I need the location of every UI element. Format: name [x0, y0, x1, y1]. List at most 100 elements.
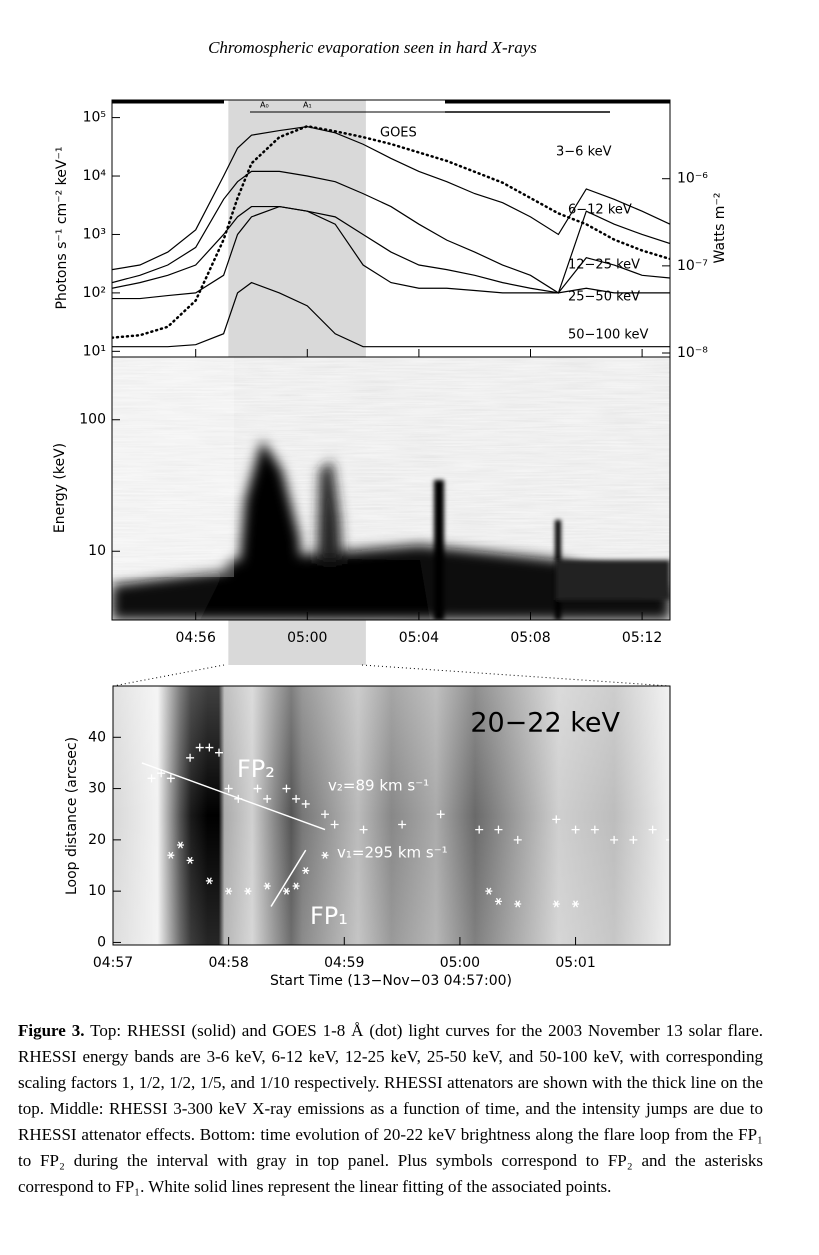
asterisk-marker	[282, 887, 290, 895]
series-label: 25−50 keV	[568, 290, 640, 305]
series-label: GOES	[380, 126, 417, 141]
y-tick-label: 10⁵	[83, 110, 106, 126]
plus-marker	[648, 825, 657, 834]
asterisk-marker	[485, 887, 493, 895]
y-tick-label: 10¹	[83, 343, 106, 359]
plus-marker	[330, 820, 339, 829]
plus-marker	[301, 799, 310, 808]
plus-marker	[494, 825, 503, 834]
figure: A₀ A₁ 10¹ 10² 10³ 10⁴ 10⁵ 10⁻⁸ 10⁻⁷ 10⁻⁶ Photons s…	[52, 99, 728, 989]
asterisk-marker	[321, 851, 329, 859]
plus-marker	[571, 825, 580, 834]
asterisk-marker	[494, 897, 502, 905]
annotation: v₂=89 km s⁻¹	[328, 777, 429, 795]
asterisk-marker	[514, 900, 522, 908]
plus-marker	[263, 794, 272, 803]
y-tick-label: 10⁴	[83, 168, 107, 184]
plus-marker	[321, 810, 330, 819]
series-label: FP₂	[237, 755, 275, 783]
curves	[112, 124, 670, 348]
y-tick-label: 20	[88, 832, 106, 848]
fit-line	[270, 849, 307, 907]
y2-tick-label: 10⁻⁶	[677, 171, 708, 187]
x-tick-label: 05:01	[555, 955, 595, 971]
points	[141, 743, 670, 908]
series-label: 6−12 keV	[568, 203, 632, 218]
series-label: FP₁	[310, 902, 348, 930]
asterisk-marker	[225, 887, 233, 895]
y2-axis-label: Watts m⁻²	[712, 193, 728, 264]
asterisk-marker	[205, 877, 213, 885]
plus-marker	[157, 769, 166, 778]
y-tick-label: 40	[88, 729, 106, 745]
x-tick-label: 05:12	[622, 630, 662, 646]
asterisk-marker	[552, 900, 560, 908]
series-label: 12−25 keV	[568, 258, 640, 273]
annotation: v₁=295 km s⁻¹	[337, 844, 448, 862]
plus-marker	[629, 835, 638, 844]
light-curve	[112, 281, 670, 348]
asterisk-marker	[302, 867, 310, 875]
plus-marker	[234, 794, 243, 803]
x-tick-label: 05:04	[399, 630, 439, 646]
x-tick-label: 05:00	[287, 630, 327, 646]
series-label: 3−6 keV	[556, 145, 612, 160]
light-curve	[112, 170, 670, 294]
x-tick-label: 05:08	[510, 630, 550, 646]
plus-marker	[224, 784, 233, 793]
plus-marker	[666, 835, 670, 844]
attenuator-label: A₁	[303, 101, 312, 110]
x-tick-label: 05:00	[440, 955, 480, 971]
plus-marker	[610, 835, 619, 844]
asterisk-marker	[167, 851, 175, 859]
y-tick-label: 10²	[83, 285, 106, 301]
bottom-frame	[112, 685, 671, 946]
y-tick-label: 10	[88, 543, 106, 559]
y-axis-label: Energy (keV)	[52, 443, 68, 533]
x-axis-label: Start Time (13−Nov−03 04:57:00)	[270, 973, 512, 989]
asterisk-marker	[244, 887, 252, 895]
light-curve	[112, 126, 670, 271]
light-curve	[112, 205, 670, 300]
y2-tick-label: 10⁻⁷	[677, 258, 708, 274]
asterisk-marker	[176, 841, 184, 849]
y-tick-label: 30	[88, 781, 106, 797]
x-tick-label: 04:59	[324, 955, 364, 971]
light-curve	[112, 124, 670, 339]
plus-marker	[205, 743, 214, 752]
middle-frame	[111, 356, 671, 621]
x-tick-label: 04:56	[176, 630, 216, 646]
plus-marker	[359, 825, 368, 834]
panel-title: 20−22 keV	[470, 708, 620, 739]
y-axis-label: Loop distance (arcsec)	[64, 737, 80, 895]
caption-text: Top: RHESSI (solid) and GOES 1-8 Å (dot)…	[18, 1021, 764, 1196]
light-curve	[112, 205, 670, 294]
caption-label: Figure 3.	[18, 1021, 85, 1040]
asterisk-marker	[292, 882, 300, 890]
running-header: Chromospheric evaporation seen in hard X…	[208, 38, 537, 57]
zoom-line	[361, 664, 671, 687]
plus-marker	[590, 825, 599, 834]
y-tick-label: 100	[79, 412, 106, 428]
plus-marker	[436, 810, 445, 819]
plus-marker	[253, 784, 262, 793]
plus-marker	[186, 753, 195, 762]
plus-marker	[282, 784, 291, 793]
plus-marker	[215, 748, 224, 757]
asterisk-marker	[263, 882, 271, 890]
series-label: 50−100 keV	[568, 328, 648, 343]
asterisk-marker	[186, 856, 194, 864]
y-tick-label: 10	[88, 883, 106, 899]
plus-marker	[513, 835, 522, 844]
plus-marker	[147, 774, 156, 783]
x-tick-label: 04:58	[208, 955, 248, 971]
y2-tick-label: 10⁻⁸	[677, 345, 708, 361]
plus-marker	[292, 794, 301, 803]
y-axis-label: Photons s⁻¹ cm⁻² keV⁻¹	[54, 147, 70, 310]
y-tick-label: 0	[97, 934, 106, 950]
plus-marker	[166, 774, 175, 783]
plus-marker	[195, 743, 204, 752]
fit-line	[141, 762, 326, 831]
plus-marker	[475, 825, 484, 834]
